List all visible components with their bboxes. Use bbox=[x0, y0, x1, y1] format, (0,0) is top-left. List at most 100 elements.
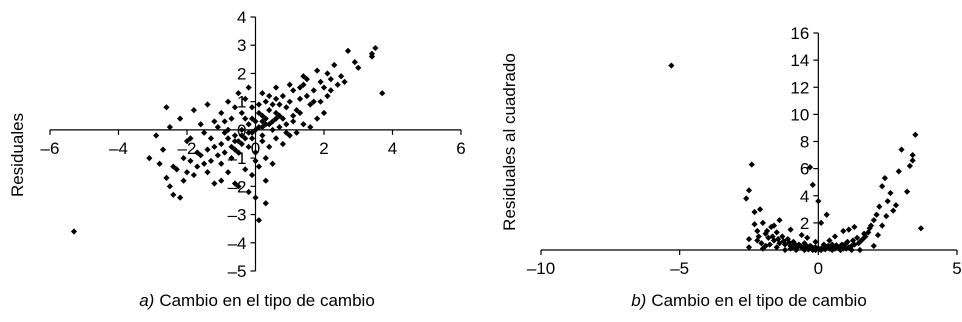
data-point bbox=[187, 135, 194, 142]
data-point bbox=[300, 121, 307, 128]
data-point bbox=[833, 242, 840, 249]
x-tick-label: 2 bbox=[319, 139, 328, 158]
data-point bbox=[341, 78, 348, 86]
data-point bbox=[262, 115, 269, 122]
data-point bbox=[190, 107, 197, 114]
caption-text: Cambio en el tipo de cambio bbox=[159, 291, 374, 310]
data-point bbox=[748, 161, 755, 168]
y-axis-title: Residuales bbox=[8, 113, 27, 197]
data-point bbox=[786, 239, 793, 246]
data-point bbox=[870, 242, 877, 250]
data-point bbox=[225, 126, 232, 133]
data-point bbox=[286, 132, 293, 139]
data-point bbox=[836, 245, 843, 252]
data-point bbox=[197, 152, 204, 159]
data-point bbox=[876, 203, 883, 210]
data-point bbox=[238, 126, 245, 133]
data-point bbox=[218, 160, 225, 167]
data-point bbox=[259, 132, 266, 139]
data-point bbox=[183, 138, 191, 145]
data-point bbox=[324, 70, 331, 77]
data-point bbox=[245, 129, 252, 136]
data-point bbox=[781, 246, 789, 254]
data-point bbox=[266, 107, 273, 114]
data-point bbox=[269, 101, 276, 108]
data-point bbox=[906, 162, 913, 170]
data-point bbox=[238, 109, 245, 117]
y-tick-label: 14 bbox=[790, 51, 809, 70]
data-point bbox=[804, 234, 811, 241]
data-point bbox=[255, 163, 263, 170]
data-point bbox=[780, 238, 787, 245]
data-point bbox=[776, 217, 783, 224]
data-point bbox=[327, 75, 334, 83]
data-point bbox=[909, 157, 916, 164]
data-point bbox=[317, 78, 324, 86]
data-point bbox=[173, 166, 180, 173]
data-point bbox=[231, 146, 239, 153]
data-point bbox=[310, 87, 317, 94]
data-point bbox=[296, 84, 304, 91]
y-tick-label: 2 bbox=[800, 214, 809, 233]
data-point bbox=[303, 92, 310, 100]
data-point bbox=[204, 101, 211, 108]
data-point bbox=[245, 121, 252, 128]
data-point bbox=[248, 129, 256, 136]
y-tick-label: 4 bbox=[237, 8, 246, 27]
data-point bbox=[851, 223, 858, 231]
data-point bbox=[314, 67, 321, 74]
data-point bbox=[296, 109, 304, 117]
data-point bbox=[262, 155, 269, 162]
data-point bbox=[912, 131, 919, 138]
data-point bbox=[252, 118, 259, 125]
data-point bbox=[745, 244, 753, 251]
data-point bbox=[211, 143, 218, 150]
data-point bbox=[903, 188, 911, 195]
data-point bbox=[194, 149, 201, 156]
scatter-points bbox=[70, 44, 386, 235]
data-point bbox=[892, 202, 900, 209]
data-point bbox=[262, 200, 269, 207]
chart-panel-b: –10 –5 0 5 2 4 6 8 10 12 14 16 Residuales al cuadr… bbox=[500, 24, 962, 310]
data-point bbox=[231, 132, 239, 139]
x-tick-label: 5 bbox=[952, 259, 961, 278]
data-point bbox=[854, 234, 861, 241]
data-point bbox=[231, 180, 239, 187]
data-point bbox=[207, 135, 215, 142]
data-point bbox=[283, 104, 290, 111]
x-tick-label: –10 bbox=[527, 259, 555, 278]
data-point bbox=[242, 135, 249, 142]
data-point bbox=[248, 115, 256, 122]
data-point bbox=[255, 109, 263, 117]
data-point bbox=[844, 238, 851, 245]
data-point bbox=[248, 104, 256, 111]
data-point bbox=[159, 146, 167, 153]
data-point bbox=[368, 50, 376, 57]
data-point bbox=[351, 59, 358, 66]
data-point bbox=[207, 157, 215, 165]
data-point bbox=[286, 81, 293, 88]
y-tick-label: 2 bbox=[237, 64, 246, 83]
data-point bbox=[259, 90, 266, 97]
data-point bbox=[248, 135, 256, 142]
data-point bbox=[214, 123, 221, 131]
x-axis-ticks: –6 –4 –2 0 2 4 6 bbox=[41, 129, 466, 158]
data-point bbox=[763, 227, 771, 235]
data-point bbox=[745, 236, 753, 243]
data-point bbox=[754, 227, 761, 235]
data-point bbox=[255, 123, 263, 131]
data-point bbox=[252, 157, 259, 165]
data-point bbox=[324, 92, 331, 100]
y-tick-label: 12 bbox=[790, 78, 809, 97]
data-point bbox=[242, 115, 249, 122]
data-point bbox=[873, 211, 880, 218]
y-tick-label: –1 bbox=[228, 149, 247, 168]
data-point bbox=[805, 246, 812, 253]
data-point bbox=[218, 109, 225, 117]
data-point bbox=[231, 138, 239, 145]
data-point bbox=[163, 104, 170, 111]
data-point bbox=[245, 84, 252, 91]
data-point bbox=[824, 242, 832, 250]
data-point bbox=[197, 121, 204, 128]
x-tick-label: –6 bbox=[41, 139, 60, 158]
